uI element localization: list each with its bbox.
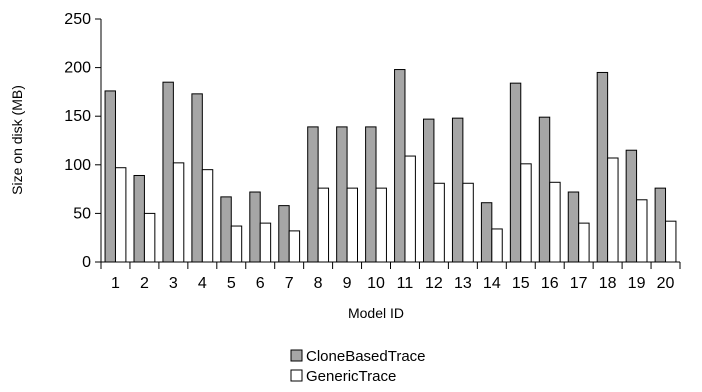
y-tick-label: 50	[73, 205, 91, 222]
legend-label: CloneBasedTrace	[306, 348, 426, 365]
bar-clonebasedtrace-3	[162, 81, 174, 263]
bar-generictrace-11	[404, 155, 416, 263]
bar-generictrace-20	[665, 220, 677, 263]
bar-generictrace-17	[578, 222, 590, 263]
bar-generictrace-9	[346, 187, 358, 263]
bar-generictrace-19	[636, 199, 648, 263]
bar-generictrace-15	[520, 163, 532, 263]
x-tick-label: 14	[483, 275, 501, 292]
x-tick-label: 18	[599, 275, 617, 292]
legend-swatch	[290, 349, 303, 362]
bar-clonebasedtrace-6	[249, 191, 261, 263]
x-tick-label: 15	[512, 275, 530, 292]
x-tick-label: 11	[397, 275, 414, 292]
y-tick-label: 0	[82, 254, 91, 271]
x-tick-label: 16	[541, 275, 559, 292]
bar-generictrace-1	[114, 167, 127, 263]
x-tick-label: 9	[343, 275, 352, 292]
y-tick-label: 200	[64, 60, 91, 77]
bar-clonebasedtrace-10	[365, 126, 377, 263]
x-tick-label: 19	[628, 275, 646, 292]
y-tick-label: 250	[64, 11, 91, 28]
bar-clonebasedtrace-14	[480, 202, 493, 263]
x-tick-label: 12	[425, 275, 443, 292]
bar-generictrace-4	[201, 169, 214, 263]
x-tick-label: 20	[657, 275, 675, 292]
legend-label: GenericTrace	[306, 368, 396, 385]
x-tick-label: 2	[140, 275, 149, 292]
bar-generictrace-10	[375, 187, 387, 263]
x-tick-label: 7	[285, 275, 294, 292]
bar-clonebasedtrace-4	[191, 93, 203, 263]
bar-clonebasedtrace-5	[220, 196, 232, 263]
x-tick-label: 8	[314, 275, 323, 292]
legend: CloneBasedTrace GenericTrace	[290, 348, 426, 385]
bar-generictrace-8	[317, 187, 330, 263]
x-tick-label: 10	[367, 275, 385, 292]
y-axis-ticks: 0 50 100 150 200 250	[64, 11, 101, 271]
bar-generictrace-2	[143, 212, 156, 263]
bar-clonebasedtrace-8	[307, 126, 319, 263]
x-tick-label: 1	[111, 275, 120, 292]
bar-generictrace-7	[288, 230, 301, 263]
legend-swatch	[290, 369, 303, 382]
bar-generictrace-3	[172, 162, 185, 263]
bar-clonebasedtrace-19	[625, 149, 638, 263]
bar-clonebasedtrace-9	[336, 126, 348, 263]
bar-clonebasedtrace-11	[394, 69, 406, 263]
bar-clonebasedtrace-7	[278, 205, 290, 263]
x-tick-label: 17	[570, 275, 588, 292]
x-tick-label: 6	[256, 275, 265, 292]
bar-generictrace-14	[491, 228, 503, 263]
bar-clonebasedtrace-20	[654, 187, 667, 263]
y-tick-label: 150	[64, 108, 91, 125]
y-axis-title: Size on disk (MB)	[9, 85, 25, 195]
x-tick-label: 4	[198, 275, 207, 292]
bar-clonebasedtrace-2	[133, 174, 145, 263]
bar-generictrace-5	[230, 225, 243, 263]
bar-generictrace-18	[607, 157, 619, 263]
bar-clonebasedtrace-13	[451, 117, 464, 263]
y-tick-label: 100	[64, 157, 91, 174]
bars	[104, 69, 677, 263]
bar-clonebasedtrace-18	[596, 71, 609, 263]
bar-clonebasedtrace-12	[423, 118, 435, 263]
bar-generictrace-12	[433, 182, 445, 263]
x-axis-ticks: 1 2 3 4 5 6 7 8 9 10 11 12 13 14 15 16 17 18 19 20	[100, 262, 681, 292]
bar-clonebasedtrace-1	[104, 90, 116, 263]
x-tick-label: 13	[454, 275, 472, 292]
bar-generictrace-6	[259, 222, 272, 263]
bar-generictrace-13	[462, 182, 474, 263]
x-axis-title: Model ID	[348, 305, 404, 321]
bar-clonebasedtrace-17	[567, 191, 580, 263]
x-tick-label: 5	[227, 275, 236, 292]
x-tick-label: 3	[169, 275, 178, 292]
bar-generictrace-16	[549, 181, 561, 263]
bar-clonebasedtrace-16	[538, 116, 551, 263]
bar-clonebasedtrace-15	[509, 82, 522, 263]
